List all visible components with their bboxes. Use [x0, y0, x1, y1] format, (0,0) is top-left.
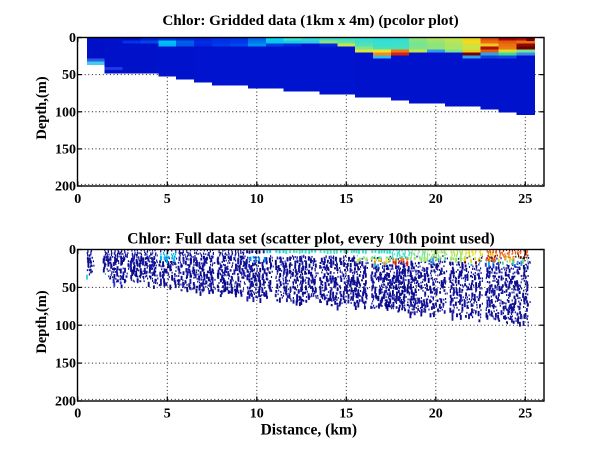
svg-text:Depth,(m): Depth,(m) — [34, 290, 50, 353]
svg-text:Chlor: Full data set (scatter: Chlor: Full data set (scatter plot, ever… — [127, 231, 494, 248]
svg-text:200: 200 — [55, 395, 76, 410]
svg-text:10: 10 — [250, 407, 264, 422]
svg-text:50: 50 — [62, 68, 76, 83]
svg-text:5: 5 — [164, 192, 171, 207]
svg-text:150: 150 — [55, 357, 76, 372]
svg-text:20: 20 — [429, 192, 443, 207]
svg-text:200: 200 — [55, 180, 76, 195]
svg-text:0: 0 — [74, 192, 81, 207]
svg-text:150: 150 — [55, 143, 76, 158]
svg-text:Distance, (km): Distance, (km) — [261, 421, 357, 438]
svg-text:15: 15 — [339, 407, 353, 422]
svg-text:Depth,(m): Depth,(m) — [34, 76, 50, 139]
svg-text:25: 25 — [518, 192, 532, 207]
svg-text:5: 5 — [164, 407, 171, 422]
svg-text:Chlor: Gridded data (1km x 4m): Chlor: Gridded data (1km x 4m) (pcolor p… — [162, 12, 458, 29]
svg-text:15: 15 — [339, 192, 353, 207]
svg-text:0: 0 — [74, 407, 81, 422]
svg-text:20: 20 — [429, 407, 443, 422]
svg-text:100: 100 — [55, 105, 76, 120]
svg-text:0: 0 — [69, 243, 76, 258]
svg-text:0: 0 — [69, 31, 76, 46]
svg-text:25: 25 — [518, 407, 532, 422]
svg-text:100: 100 — [55, 319, 76, 334]
svg-text:50: 50 — [62, 281, 76, 296]
svg-text:10: 10 — [250, 192, 264, 207]
